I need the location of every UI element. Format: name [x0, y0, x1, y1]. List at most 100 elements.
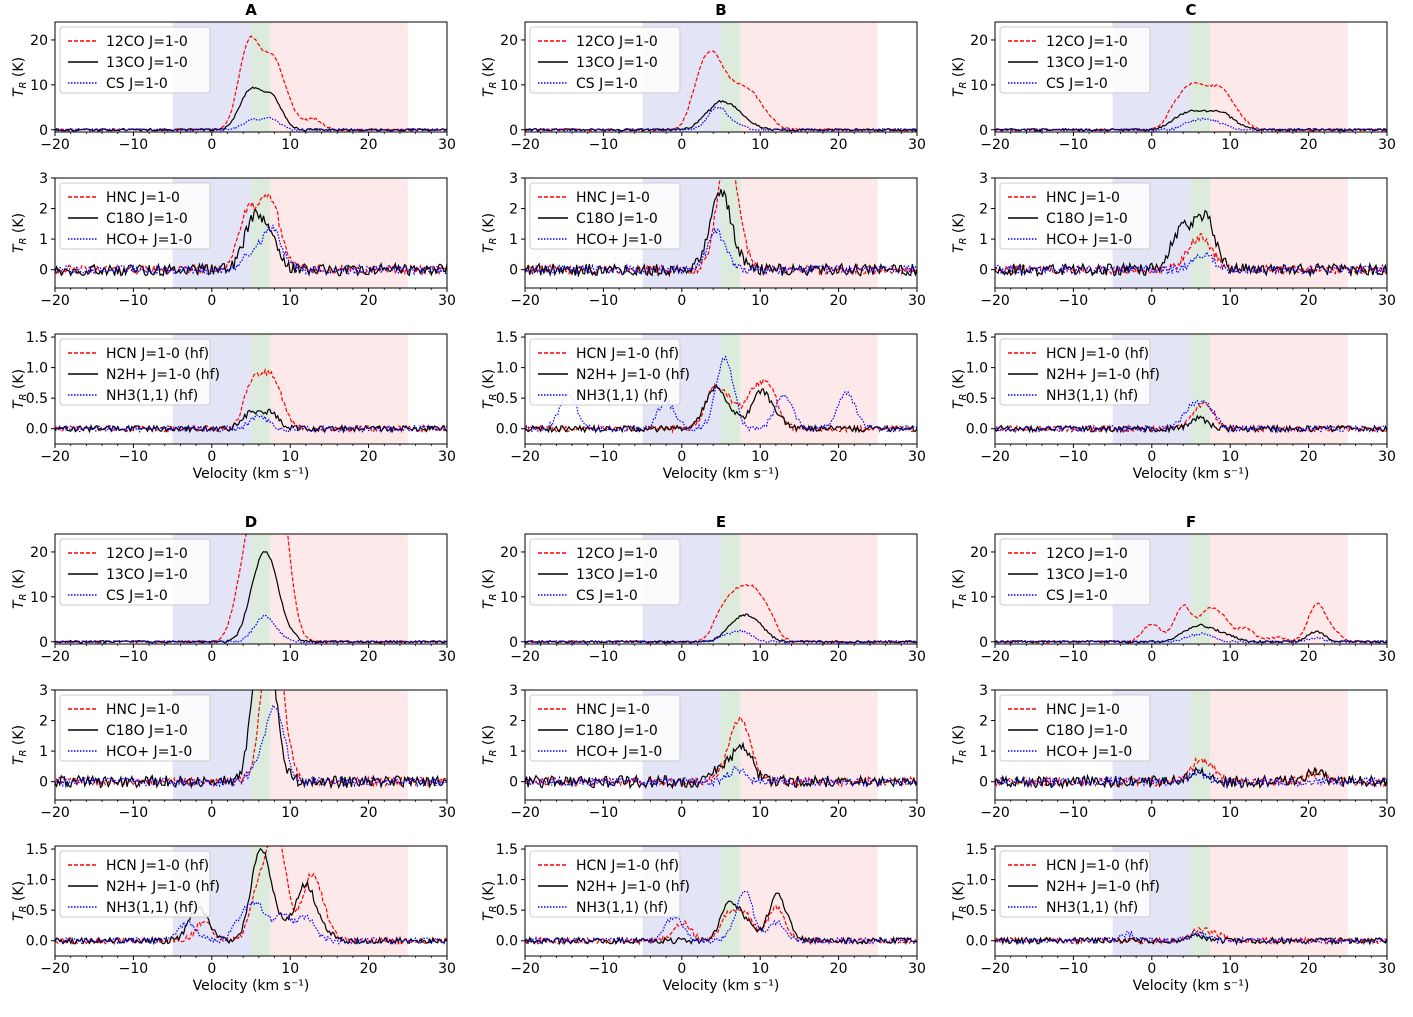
x-tick-label: −10 [119, 805, 149, 821]
series-line-c18o-j-1-0 [525, 741, 917, 790]
y-tick-label: 0.5 [26, 391, 48, 407]
x-tick-label: 20 [360, 805, 378, 821]
series-line-nh3-1-1-hf- [525, 354, 917, 433]
legend-entry: NH3(1,1) (hf) [1046, 388, 1138, 404]
legend-entry: 13CO J=1-0 [1046, 567, 1128, 583]
legend-entry: HNC J=1-0 [106, 190, 180, 206]
x-tick-label: 20 [830, 137, 848, 153]
series-line-hco-j-1-0 [995, 250, 1387, 277]
y-tick-label: 1 [979, 744, 988, 760]
y-axis-label: TR (K) [951, 369, 969, 409]
x-tick-label: 20 [1300, 961, 1318, 977]
series-line-12co-j-1-0 [995, 81, 1387, 132]
x-tick-label: −20 [980, 961, 1010, 977]
series-line-13co-j-1-0 [525, 613, 917, 644]
y-tick-label: 0.5 [496, 903, 518, 919]
y-tick-label: 1.5 [496, 330, 518, 346]
velocity-band-2 [721, 22, 741, 132]
velocity-band-2 [251, 178, 271, 288]
y-tick-label: 2 [39, 714, 48, 730]
x-tick-label: 0 [1147, 961, 1156, 977]
series-line-cs-j-1-0 [525, 106, 917, 132]
y-tick-label: 10 [30, 590, 48, 606]
y-axis-label: TR (K) [481, 213, 499, 253]
x-axis-label: Velocity (km s⁻¹) [663, 466, 780, 482]
legend-entry: HCO+ J=1-0 [576, 232, 662, 248]
series-line-13co-j-1-0 [525, 100, 917, 132]
x-tick-label: 30 [1378, 449, 1396, 465]
x-tick-label: 20 [1300, 805, 1318, 821]
legend-entry: N2H+ J=1-0 (hf) [106, 367, 220, 383]
series-line-cs-j-1-0 [995, 117, 1387, 132]
legend-entry: C18O J=1-0 [576, 723, 658, 739]
x-tick-label: 30 [438, 449, 456, 465]
y-tick-label: 1.0 [496, 361, 518, 377]
y-tick-label: 0 [979, 635, 988, 651]
x-tick-label: −10 [119, 293, 149, 309]
x-tick-label: 20 [830, 449, 848, 465]
velocity-band-2 [251, 846, 271, 956]
y-tick-label: 1 [509, 232, 518, 248]
x-tick-label: 20 [360, 961, 378, 977]
x-tick-label: 0 [677, 449, 686, 465]
legend-entry: HCN J=1-0 (hf) [1046, 346, 1149, 362]
x-tick-label: −20 [980, 805, 1010, 821]
legend-entry: HNC J=1-0 [1046, 702, 1120, 718]
x-tick-label: −20 [510, 293, 540, 309]
x-tick-label: 20 [1300, 449, 1318, 465]
axes-frame [524, 21, 918, 133]
panel-title: B [715, 1, 726, 19]
y-tick-label: 3 [39, 171, 48, 187]
x-axis-label: Velocity (km s⁻¹) [193, 466, 310, 482]
x-tick-label: 10 [751, 649, 769, 665]
panel-A-row-2: −20 −10 0 10 20 30 0 1 2 3 TR (K) HNC J=1-0 C18O J=1… [11, 171, 456, 309]
y-tick-label: 0.0 [26, 934, 48, 950]
axes-frame [994, 333, 1388, 445]
velocity-band-3 [740, 22, 878, 132]
axes-frame [994, 845, 1388, 957]
legend: HNC J=1-0 C18O J=1-0 HCO+ J=1-0 [529, 694, 681, 762]
x-tick-label: 10 [751, 805, 769, 821]
axes-frame [54, 333, 448, 445]
x-tick-label: 10 [1221, 961, 1239, 977]
legend-entry: HCO+ J=1-0 [106, 232, 192, 248]
y-tick-label: 2 [509, 714, 518, 730]
x-tick-label: −20 [40, 137, 70, 153]
y-tick-label: 2 [509, 202, 518, 218]
y-axis-label: TR (K) [11, 725, 29, 765]
y-tick-label: 20 [500, 33, 518, 49]
velocity-band-3 [270, 846, 408, 956]
x-tick-label: 0 [207, 961, 216, 977]
x-tick-label: −20 [510, 805, 540, 821]
series-line-c18o-j-1-0 [55, 690, 447, 790]
y-tick-label: 0.5 [966, 903, 988, 919]
x-tick-label: −10 [119, 137, 149, 153]
y-axis-label: TR (K) [11, 881, 29, 921]
panel-B-row-2: −20 −10 0 10 20 30 0 1 2 3 TR (K) HNC J=1-0 C18O J=1… [481, 171, 926, 309]
legend: HCN J=1-0 (hf) N2H+ J=1-0 (hf) NH3(1,1) (h… [529, 338, 690, 406]
y-tick-label: 3 [979, 683, 988, 699]
x-tick-label: 0 [207, 137, 216, 153]
y-tick-label: 20 [30, 545, 48, 561]
y-tick-label: 2 [39, 202, 48, 218]
legend-entry: HNC J=1-0 [1046, 190, 1120, 206]
x-tick-label: 10 [1221, 293, 1239, 309]
y-tick-label: 20 [30, 33, 48, 49]
y-axis-label: TR (K) [11, 369, 29, 409]
x-tick-label: 10 [1221, 137, 1239, 153]
x-tick-label: 30 [1378, 805, 1396, 821]
legend-entry: C18O J=1-0 [106, 211, 188, 227]
x-tick-label: 10 [751, 961, 769, 977]
legend-entry: 13CO J=1-0 [1046, 55, 1128, 71]
x-tick-label: 0 [207, 805, 216, 821]
velocity-band-2 [721, 334, 741, 444]
legend-entry: HCN J=1-0 (hf) [576, 346, 679, 362]
x-tick-label: 0 [1147, 649, 1156, 665]
legend-entry: CS J=1-0 [1046, 76, 1108, 92]
series-line-hco-j-1-0 [525, 765, 917, 788]
velocity-band-2 [721, 690, 741, 800]
y-tick-label: 0.0 [966, 422, 988, 438]
